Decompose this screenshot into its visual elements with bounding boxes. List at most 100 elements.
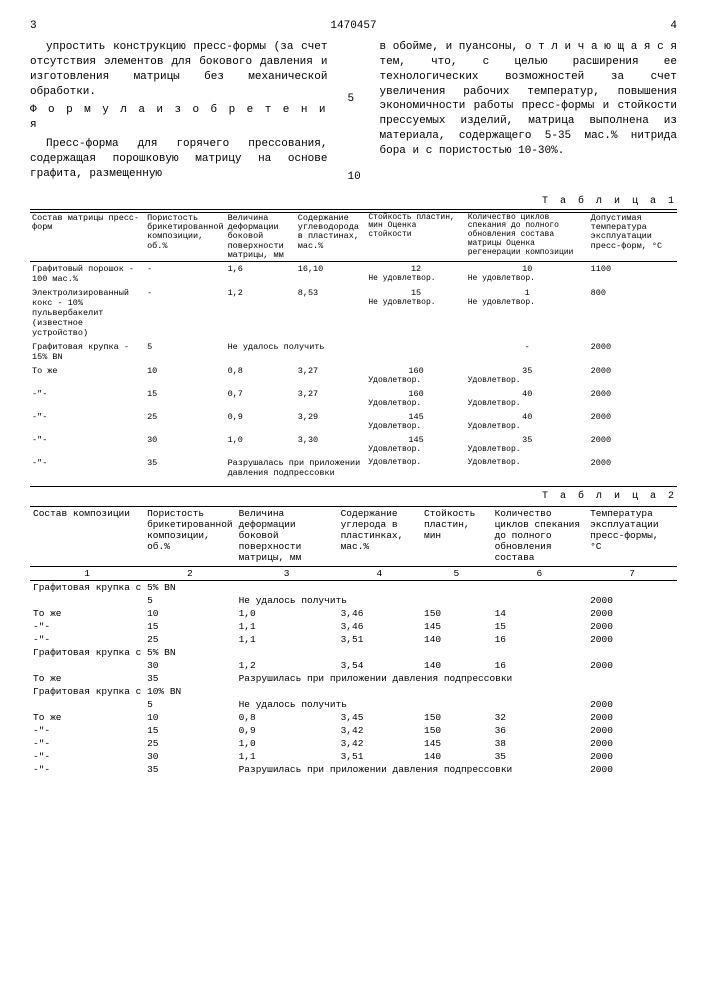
t2-h7: Температура эксплуатации пресс-формы, °C xyxy=(587,507,677,565)
cell: 32 xyxy=(492,711,588,724)
t2-h1: Состав композиции xyxy=(30,507,144,565)
cell: 2000 xyxy=(589,387,677,410)
table-row: 5Не удалось получить2000 xyxy=(30,698,677,711)
cell: 1,1 xyxy=(236,633,338,646)
cell: 2000 xyxy=(589,456,677,480)
cell: 145 xyxy=(421,737,492,750)
cell: 35Удовлетвор. xyxy=(466,433,589,456)
cell: 1,0 xyxy=(236,737,338,750)
table-row: То же35Разрушилась при приложении давлен… xyxy=(30,672,677,685)
cell: 15 xyxy=(144,724,236,737)
cell: 8,53 xyxy=(296,286,367,340)
cell: -"- xyxy=(30,724,144,737)
table-row: То же100,83,45150322000 xyxy=(30,711,677,724)
cell: 2000 xyxy=(589,410,677,433)
group-title-row: Графитовая крупка с 5% BN xyxy=(30,581,677,595)
cell: 2000 xyxy=(587,633,677,646)
cell: 0,9 xyxy=(236,724,338,737)
cell: 140 xyxy=(421,633,492,646)
cell: Графитовая крупка - 15% BN xyxy=(30,340,145,364)
cell: 3,29 xyxy=(296,410,367,433)
cell: 800 xyxy=(589,286,677,340)
t1-h5: Стойкость пластин, мин Оценка стойкости xyxy=(366,212,465,262)
table-row: -"-150,93,42150362000 xyxy=(30,724,677,737)
cell: 1100 xyxy=(589,262,677,287)
cell: 16 xyxy=(492,633,588,646)
left-p2: Пресс-форма для горячего прессования, со… xyxy=(30,137,328,182)
cell: 35 xyxy=(144,672,236,685)
cell: 0,7 xyxy=(226,387,296,410)
t2-h6: Количество циклов спекания до полного об… xyxy=(492,507,588,565)
table-row: -"-251,13,51140162000 xyxy=(30,633,677,646)
t2-n3: 3 xyxy=(236,567,338,581)
t2-n2: 2 xyxy=(144,567,236,581)
cell: 2000 xyxy=(589,364,677,387)
cell: 2000 xyxy=(587,711,677,724)
cell: 16 xyxy=(492,659,588,672)
cell: 2000 xyxy=(587,737,677,750)
cell xyxy=(30,659,144,672)
cell: -"- xyxy=(30,456,145,480)
t2-n6: 6 xyxy=(492,567,588,581)
cell: -"- xyxy=(30,750,144,763)
text-columns: упростить конструкцию пресс-формы (за сч… xyxy=(30,40,677,186)
marker-5: 5 xyxy=(348,92,355,107)
cell: 3,27 xyxy=(296,387,367,410)
table-row: -"-250,93,29145Удовлетвор.40Удовлетвор.2… xyxy=(30,410,677,433)
cell: 0,8 xyxy=(236,711,338,724)
cell: То же xyxy=(30,672,144,685)
cell: 25 xyxy=(144,737,236,750)
cell: -"- xyxy=(30,410,145,433)
cell: 5 xyxy=(144,594,236,607)
cell xyxy=(30,698,144,711)
cell: Разрушилась при приложении давления подп… xyxy=(236,763,588,776)
t2-h4: Содержание углерода в пластинках, мас.% xyxy=(338,507,421,565)
cell: 145Удовлетвор. xyxy=(366,433,465,456)
right-column: в обойме, и пуансоны, о т л и ч а ю щ а … xyxy=(380,40,678,186)
cell: 2000 xyxy=(587,620,677,633)
table-row: То же101,03,46150142000 xyxy=(30,607,677,620)
cell: 15Не удовлетвор. xyxy=(366,286,465,340)
cell: 2000 xyxy=(587,724,677,737)
cell: -"- xyxy=(30,737,144,750)
cell xyxy=(30,594,144,607)
cell: 3,51 xyxy=(338,750,421,763)
table-row: -"-150,73,27160Удовлетвор.40Удовлетвор.2… xyxy=(30,387,677,410)
marker-10: 10 xyxy=(348,170,361,185)
cell: 2000 xyxy=(589,340,677,364)
cell: 2000 xyxy=(587,659,677,672)
cell: 150 xyxy=(421,724,492,737)
cell: -"- xyxy=(30,433,145,456)
cell: 3,42 xyxy=(338,724,421,737)
cell: 2000 xyxy=(589,433,677,456)
cell: 30 xyxy=(144,659,236,672)
cell: 3,42 xyxy=(338,737,421,750)
cell: 10 xyxy=(145,364,226,387)
group-title: Графитовая крупка с 5% BN xyxy=(30,646,677,659)
cell: 3,54 xyxy=(338,659,421,672)
group-title: Графитовая крупка с 10% BN xyxy=(30,685,677,698)
cell: 1,1 xyxy=(236,620,338,633)
cell: 1,2 xyxy=(236,659,338,672)
left-column: упростить конструкцию пресс-формы (за сч… xyxy=(30,40,328,186)
page-left: 3 xyxy=(30,20,37,32)
cell: 30 xyxy=(144,750,236,763)
cell: 3,27 xyxy=(296,364,367,387)
cell: Электролизированный кокс - 10% пульверба… xyxy=(30,286,145,340)
cell: 2000 xyxy=(587,750,677,763)
cell: 1,6 xyxy=(226,262,296,287)
table-row: Графитовый порошок - 100 мас.%-1,616,101… xyxy=(30,262,677,287)
cell: 30 xyxy=(145,433,226,456)
cell: 15 xyxy=(145,387,226,410)
t2-n4: 4 xyxy=(338,567,421,581)
table-row: 5Не удалось получить2000 xyxy=(30,594,677,607)
cell: 150 xyxy=(421,607,492,620)
cell: 0,9 xyxy=(226,410,296,433)
cell: - xyxy=(145,286,226,340)
t1-h7: Допустимая температура эксплуатации прес… xyxy=(589,212,677,262)
cell: 3,51 xyxy=(338,633,421,646)
cell: 2000 xyxy=(587,763,677,776)
group-title-row: Графитовая крупка с 5% BN xyxy=(30,646,677,659)
cell: Разрушалась при приложении давления подп… xyxy=(226,456,367,480)
cell: 140 xyxy=(421,659,492,672)
